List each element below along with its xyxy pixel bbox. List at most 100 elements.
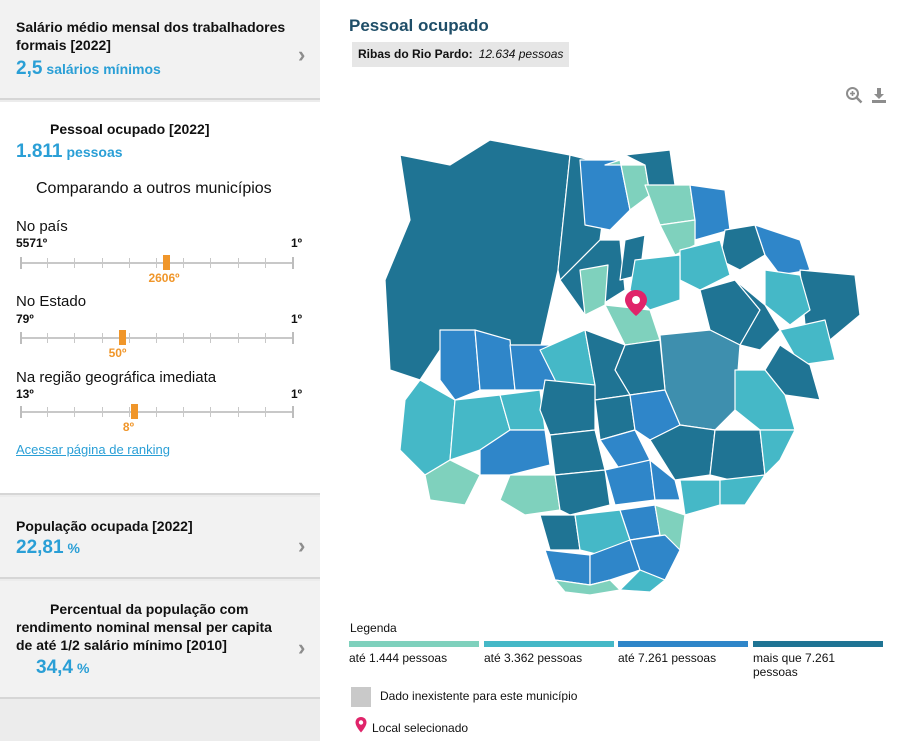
chevron-right-icon[interactable]: › — [298, 533, 306, 558]
ranking-tick — [20, 257, 22, 269]
pessoal-value: 1.811 — [16, 141, 63, 162]
map-region — [604, 159, 651, 211]
legend-title: Legenda — [350, 621, 397, 635]
ranking-tick — [292, 332, 294, 344]
card-pessoal: Pessoal ocupado [2022] 1.811 pessoas Comp… — [0, 102, 320, 495]
ranking-tick — [210, 333, 212, 343]
ranking-tick — [156, 407, 157, 417]
map-region — [439, 329, 481, 401]
map-region — [629, 534, 681, 581]
map-region — [759, 429, 796, 476]
ranking-tick — [183, 407, 185, 417]
map-region — [579, 159, 631, 231]
ranking-track: 50º — [20, 330, 294, 360]
legend-swatch — [618, 641, 748, 647]
ranking-min: 13º — [16, 387, 34, 401]
selected-location-label: Local selecionado — [372, 721, 469, 735]
ranking-tick — [101, 258, 103, 268]
card-salario-value: 2,5 salários mínimos — [16, 58, 161, 80]
map-region — [554, 469, 611, 516]
legend-label: até 3.362 pessoas — [484, 651, 583, 665]
legend-item: até 7.261 pessoas — [618, 641, 748, 665]
legend-item: mais que 7.261 pessoas — [753, 641, 883, 679]
ranking-tick — [292, 406, 294, 418]
ranking-label: Na região geográfica imediata — [16, 369, 217, 386]
ranking-max: 1º — [290, 312, 302, 326]
indicator-panel: Salário médio mensal dos trabalhadores f… — [0, 0, 320, 741]
ranking-value: 8º — [122, 420, 134, 434]
compare-title: Comparando a outros municípios — [36, 180, 272, 197]
populacao-value: 22,81 — [16, 537, 64, 558]
salario-unit: salários mínimos — [46, 61, 161, 77]
ranking-min: 5571º — [16, 236, 48, 250]
map-region — [764, 269, 811, 326]
ranking-marker — [118, 330, 126, 345]
selected-location-pin — [625, 290, 647, 316]
ranking-tick — [128, 258, 130, 268]
choropleth-map[interactable] — [380, 130, 880, 600]
ranking-value: 2606º — [148, 271, 180, 285]
map-region — [644, 184, 696, 226]
ranking-tick — [237, 333, 239, 343]
ranking-max: 1º — [290, 387, 302, 401]
map-region — [709, 429, 766, 481]
legend-label: até 7.261 pessoas — [618, 651, 717, 665]
populacao-unit: % — [67, 540, 80, 556]
ranking-min: 79º — [16, 312, 34, 326]
card-pessoal-title: Pessoal ocupado [2022] — [50, 121, 210, 137]
chevron-right-icon[interactable]: › — [298, 42, 306, 67]
ranking-max: 1º — [290, 236, 302, 250]
map-region — [649, 459, 681, 501]
card-salario[interactable]: Salário médio mensal dos trabalhadores f… — [0, 0, 320, 100]
ranking-tick — [237, 258, 239, 268]
legend-item: até 3.362 pessoas — [484, 641, 614, 665]
selected-municipality-badge: Ribas do Rio Pardo: 12.634 pessoas — [352, 42, 570, 67]
card-pessoal-value: 1.811 pessoas — [16, 141, 123, 163]
ranking-tick — [128, 407, 130, 417]
card-percentual[interactable]: Percentual da população com rendimento n… — [0, 581, 320, 699]
map-region — [679, 479, 721, 516]
ranking-tick — [210, 258, 212, 268]
map-title: Pessoal ocupado — [349, 16, 489, 35]
map-region — [499, 474, 561, 516]
ranking-track: 8º — [20, 404, 294, 434]
zoom-in-icon[interactable] — [845, 86, 863, 104]
map-region — [604, 459, 656, 506]
no-data-label: Dado inexistente para este município — [380, 689, 578, 703]
map-region — [719, 474, 766, 506]
card-populacao-value: 22,81% — [16, 537, 80, 559]
ranking-tick — [47, 407, 49, 417]
ranking-tick — [47, 258, 49, 268]
ranking-tick — [128, 333, 130, 343]
download-icon[interactable] — [870, 86, 888, 104]
ranking-tick — [210, 407, 212, 417]
map-region — [689, 184, 731, 241]
selected-municipality-value: 12.634 pessoas — [478, 47, 564, 61]
map-region — [544, 549, 591, 586]
ranking-tick — [20, 406, 22, 418]
ranking-tick — [101, 333, 103, 343]
ranking-tick — [264, 258, 266, 268]
card-salario-title: Salário médio mensal dos trabalhadores f… — [16, 19, 286, 53]
map-region — [619, 569, 666, 593]
ranking-page-link[interactable]: Acessar página de ranking — [16, 442, 170, 457]
legend-item: até 1.444 pessoas — [349, 641, 479, 665]
chevron-right-icon[interactable]: › — [298, 635, 306, 660]
map-region — [754, 224, 811, 276]
map-region — [539, 379, 596, 436]
map-region — [589, 539, 641, 586]
percentual-value: 34,4 — [36, 657, 73, 678]
selected-municipality-name: Ribas do Rio Pardo: — [358, 47, 473, 61]
map-region — [579, 264, 609, 316]
ranking-tick — [156, 258, 157, 268]
map-region — [539, 514, 581, 551]
ranking-value: 50º — [108, 346, 127, 360]
ranking-label: No país — [16, 218, 68, 235]
ranking-tick — [74, 333, 76, 343]
ranking-tick — [183, 333, 185, 343]
legend-swatch — [753, 641, 883, 647]
card-populacao[interactable]: População ocupada [2022] 22,81% › — [0, 497, 320, 579]
legend-label: mais que 7.261 pessoas — [753, 651, 836, 679]
ranking-tick — [292, 257, 294, 269]
ranking-tick — [237, 407, 239, 417]
